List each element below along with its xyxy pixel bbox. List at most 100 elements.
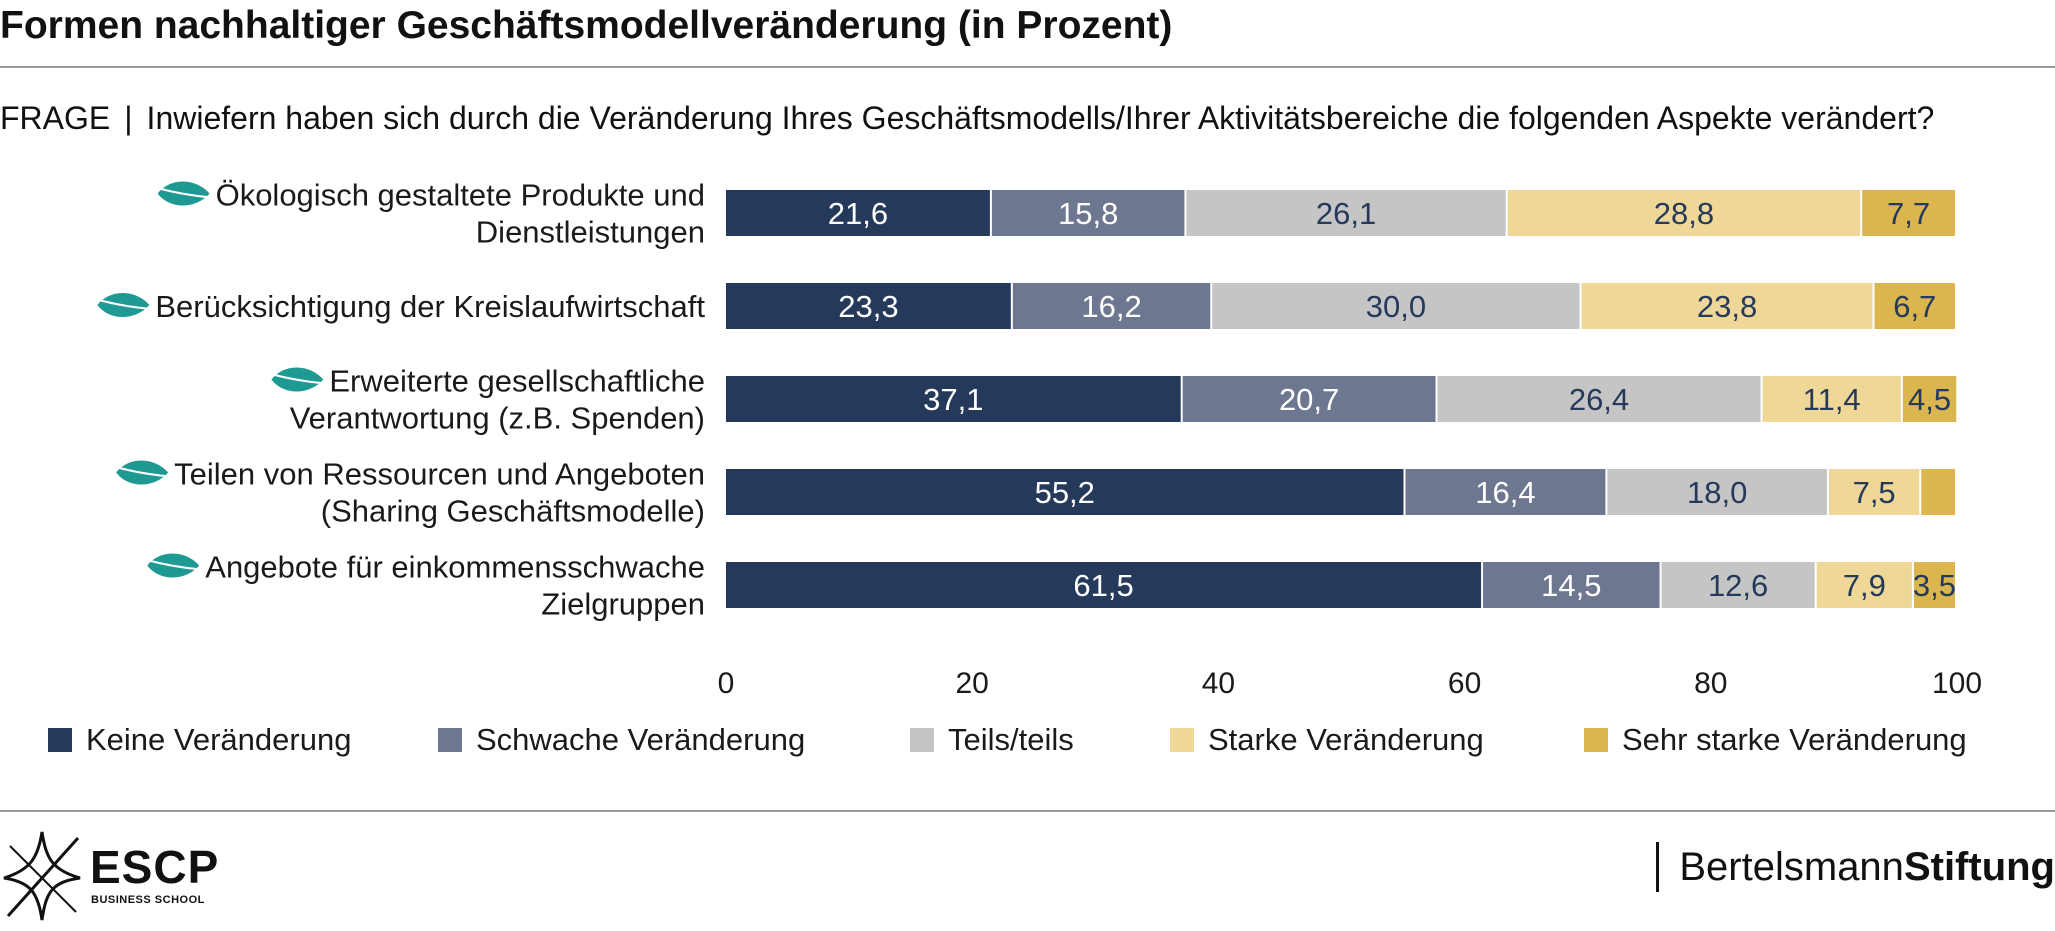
bar-segment [726,376,1181,422]
bar-segment [1581,283,1873,329]
legend-label: Teils/teils [948,722,1074,757]
bar-value-label: 3,5 [1913,568,1956,603]
bar-segment [1874,283,1955,329]
bar-value-label: 37,1 [923,382,983,417]
escp-subtitle: BUSINESS SCHOOL [91,894,205,906]
bar-segment [1186,190,1506,236]
bar-value-label: 14,5 [1541,568,1601,603]
bar-segment [1212,283,1580,329]
bar-segment [1921,469,1955,515]
question-line: FRAGE | Inwiefern haben sich durch die Ver… [0,100,1934,137]
leaf-icon [269,367,326,392]
category-label: Ökologisch gestaltete Produkte und [216,178,705,213]
legend-item: Keine Veränderung [48,722,351,758]
leaf-icon [144,553,202,578]
footer-divider [0,810,2055,812]
leaf-icon [95,293,152,317]
x-tick-label: 80 [1694,667,1727,700]
escp-wordmark: ESCP [90,841,220,893]
legend-item: Starke Veränderung [1170,722,1484,758]
bar-value-label: 7,9 [1843,568,1886,603]
bar-value-label: 7,5 [1853,475,1896,510]
bar-value-label: 61,5 [1073,568,1133,603]
bar-segment [1483,562,1660,608]
bertelsmann-light: Bertelsmann [1679,844,1904,889]
bertelsmann-bold: Stiftung [1903,844,2055,889]
header-divider [0,66,2055,68]
bar-segment [1012,283,1211,329]
leaf-icon [113,460,171,485]
bar-value-label: 21,6 [828,196,888,231]
star-burst-icon [3,831,81,921]
legend-label: Sehr starke Veränderung [1622,722,1967,757]
bertelsmann-logo: Bertelsmann Stiftung [1656,842,2055,892]
bar-segment [726,469,1404,515]
category-label: Angebote für einkommensschwache [205,550,705,585]
bar-value-label: 11,4 [1803,382,1861,417]
bar-value-label: 12,6 [1708,568,1768,603]
bar-segment [1828,469,1920,515]
bertelsmann-divider [1656,842,1660,892]
category-label: Zielgruppen [541,587,705,622]
legend-item: Teils/teils [910,722,1074,758]
question-text: Inwiefern haben sich durch die Veränderu… [146,100,1935,136]
bar-value-label: 26,1 [1316,196,1376,231]
legend-swatch [1584,728,1608,752]
x-tick-label: 100 [1932,667,1982,700]
x-tick-label: 20 [956,667,989,700]
leaf-icon [155,181,212,206]
category-label: Verantwortung (z.B. Spenden) [290,401,705,436]
category-label: Teilen von Ressourcen und Angeboten [174,457,705,492]
bar-segment [1862,190,1955,236]
legend-item: Sehr starke Veränderung [1584,722,1967,758]
legend-swatch [48,728,72,752]
category-label: (Sharing Geschäftsmodelle) [321,494,705,529]
bar-segment [1913,562,1955,608]
legend-label: Schwache Veränderung [476,722,806,757]
bar-segment [1661,562,1815,608]
bar-value-label: 23,3 [838,289,898,324]
x-tick-label: 0 [718,667,735,700]
escp-logo: ESCP BUSINESS SCHOOL [0,826,240,922]
question-prefix: FRAGE [0,100,111,136]
bar-value-label: 16,2 [1081,289,1141,324]
chart-legend: Keine Veränderung Schwache Veränderung Tei… [48,722,2048,762]
bar-value-label: 6,7 [1893,289,1936,324]
bar-value-label: 55,2 [1035,475,1095,510]
bar-segment [726,190,990,236]
bar-value-label: 4,5 [1908,382,1951,417]
bar-value-label: 15,8 [1058,196,1118,231]
bar-value-label: 28,8 [1654,196,1714,231]
stacked-bar-chart: 21,6 15,8 26,1 28,8 7,7 Ökologisch gestaltete… [95,178,1982,700]
bar-value-label: 16,4 [1475,475,1535,510]
legend-swatch [1170,728,1194,752]
legend-swatch [910,728,934,752]
bar-value-label: 30,0 [1366,289,1426,324]
bar-value-label: 26,4 [1569,382,1629,417]
category-label: Berücksichtigung der Kreislaufwirtschaft [155,289,705,324]
x-tick-label: 60 [1448,667,1481,700]
x-tick-label: 40 [1202,667,1235,700]
legend-item: Schwache Veränderung [438,722,805,758]
bar-segment [991,190,1185,236]
bar-segment [1607,469,1827,515]
legend-swatch [438,728,462,752]
bar-value-label: 23,8 [1697,289,1757,324]
bar-segment [1902,376,1957,422]
bar-segment [1762,376,1901,422]
bar-segment [726,283,1011,329]
question-separator: | [124,100,133,136]
bar-segment [726,562,1482,608]
legend-label: Starke Veränderung [1208,722,1484,757]
bar-segment [1405,469,1606,515]
bar-segment [1182,376,1436,422]
category-label: Dienstleistungen [476,215,705,250]
bar-segment [1816,562,1912,608]
legend-label: Keine Veränderung [86,722,352,757]
bar-value-label: 7,7 [1887,196,1930,231]
chart-title: Formen nachhaltiger Geschäftsmodellverän… [0,4,1173,47]
bar-segment [1437,376,1761,422]
bar-value-label: 18,0 [1687,475,1747,510]
bar-segment [1507,190,1861,236]
category-label: Erweiterte gesellschaftliche [329,364,705,399]
